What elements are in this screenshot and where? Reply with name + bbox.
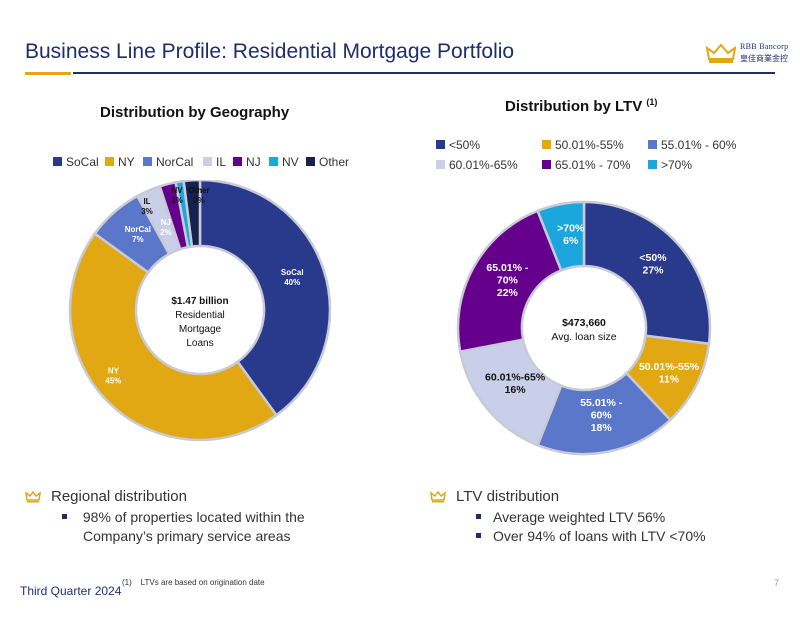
bullet-text: Average weighted LTV 56% bbox=[493, 509, 666, 525]
donut-slice-other bbox=[182, 180, 202, 248]
square-bullet-icon bbox=[476, 514, 481, 519]
ltv-legend-item: 55.01% - 60% bbox=[648, 138, 736, 152]
legend-swatch bbox=[203, 157, 212, 166]
footnote-text: LTVs are based on origination date bbox=[140, 578, 265, 587]
bullet-text: 98% of properties located within the bbox=[82, 509, 305, 525]
legend-swatch bbox=[648, 140, 657, 149]
data-label-55-01-60-: 55.01% -60% 18% bbox=[580, 397, 623, 434]
data-label-norcal: NorCal 7% bbox=[125, 225, 151, 244]
geo-donut-chart: SoCal 40% NY 45% NorCal 7% IL 3% NJ 2% NV 1% Other 2%… bbox=[68, 180, 332, 442]
geo-legend-item: NJ bbox=[233, 155, 261, 169]
data-label-50-01-55-: 50.01%-55% 11% bbox=[639, 361, 700, 386]
data-label--50-: <50% 27% bbox=[639, 252, 667, 277]
legend-label: >70% bbox=[661, 158, 693, 172]
geo-center-label: $1.47 billion Residential Mortgage Loans bbox=[171, 296, 228, 349]
legend-label: Other bbox=[319, 155, 350, 169]
legend-label: NY bbox=[118, 155, 135, 169]
data-label-60-01-65-: 60.01%-65% 16% bbox=[485, 371, 546, 396]
geo-legend-item: NV bbox=[269, 155, 299, 169]
geo-legend-item: SoCal bbox=[53, 155, 99, 169]
data-label-il: IL 3% bbox=[141, 197, 153, 216]
legend-swatch bbox=[105, 157, 114, 166]
ltv-donut-chart: <50% 27% 50.01%-55% 11% 55.01% -60% 18% 60.01%… bbox=[456, 200, 712, 456]
data-label-nv: NV 1% bbox=[171, 186, 183, 205]
ltv-bullet-item: Average weighted LTV 56% bbox=[476, 508, 665, 527]
data-label--70-: >70% 6% bbox=[557, 222, 585, 247]
legend-swatch bbox=[53, 157, 62, 166]
title-accent-rule bbox=[25, 72, 71, 75]
donut-slice-ny bbox=[68, 231, 279, 442]
donut-slice-65-01-70- bbox=[456, 209, 563, 354]
data-label-other: Other 2% bbox=[188, 186, 209, 205]
data-label-65-01-70-: 65.01% -70% 22% bbox=[486, 262, 529, 299]
geo-legend-item: Other bbox=[306, 155, 349, 169]
donut-slice-socal bbox=[198, 180, 332, 417]
ltv-legend-item: >70% bbox=[648, 158, 692, 172]
legend-label: 55.01% - 60% bbox=[661, 138, 737, 152]
legend-label: NorCal bbox=[156, 155, 194, 169]
bullet-heading-text: Regional distribution bbox=[51, 488, 187, 505]
donut-slice-55-01-60- bbox=[535, 371, 673, 456]
company-logo: RBB Bancorp 皇佳商業金控 bbox=[706, 40, 790, 68]
donut-slice--50- bbox=[582, 200, 712, 346]
crown-bullet-icon bbox=[430, 491, 446, 503]
footnote-number: (1) bbox=[122, 578, 132, 587]
crown-bullet-icon bbox=[25, 491, 41, 503]
geo-chart-title: Distribution by Geography bbox=[100, 104, 290, 121]
square-bullet-icon bbox=[62, 514, 67, 519]
ltv-legend-item: 60.01%-65% bbox=[436, 158, 518, 172]
legend-swatch bbox=[648, 160, 657, 169]
ltv-legend-item: 65.01% - 70% bbox=[542, 158, 630, 172]
legend-label: SoCal bbox=[66, 155, 99, 169]
legend-swatch bbox=[306, 157, 315, 166]
page-number: 7 bbox=[774, 578, 780, 588]
page-title: Business Line Profile: Residential Mortg… bbox=[25, 40, 515, 63]
ltv-center-label: $473,660 Avg. loan size bbox=[551, 317, 616, 343]
title-rule bbox=[73, 72, 775, 74]
legend-swatch bbox=[542, 160, 551, 169]
legend-label: NJ bbox=[246, 155, 261, 169]
legend-swatch bbox=[436, 160, 445, 169]
legend-label: NV bbox=[282, 155, 299, 169]
crown-icon bbox=[706, 43, 736, 63]
ltv-title-footnote-mark: (1) bbox=[646, 97, 658, 107]
footnote: (1) LTVs are based on origination date bbox=[122, 578, 265, 587]
ltv-title-text: Distribution by LTV bbox=[505, 98, 643, 115]
ltv-legend-item: <50% bbox=[436, 138, 480, 152]
legend-label: IL bbox=[216, 155, 227, 169]
geo-legend-item: NorCal bbox=[143, 155, 193, 169]
logo-text-en: RBB Bancorp bbox=[740, 42, 789, 51]
legend-label: 60.01%-65% bbox=[449, 158, 518, 172]
ltv-distribution-heading: LTV distribution bbox=[430, 488, 559, 505]
ltv-bullet-item: Over 94% of loans with LTV <70% bbox=[476, 527, 706, 546]
data-label-nj: NJ 2% bbox=[160, 218, 172, 237]
legend-swatch bbox=[269, 157, 278, 166]
donut-slice--70- bbox=[535, 200, 586, 272]
regional-bullet-item: 98% of properties located within the Comp… bbox=[62, 508, 305, 546]
square-bullet-icon bbox=[476, 533, 481, 538]
footer-quarter: Third Quarter 2024 bbox=[20, 584, 122, 598]
geo-legend-item: NY bbox=[105, 155, 135, 169]
legend-swatch bbox=[542, 140, 551, 149]
legend-label: 65.01% - 70% bbox=[555, 158, 631, 172]
legend-swatch bbox=[436, 140, 445, 149]
legend-swatch bbox=[143, 157, 152, 166]
legend-swatch bbox=[233, 157, 242, 166]
bullet-heading-text: LTV distribution bbox=[456, 488, 560, 505]
bullet-text: Over 94% of loans with LTV <70% bbox=[493, 528, 706, 544]
bullet-text: Company’s primary service areas bbox=[83, 528, 291, 544]
ltv-chart-title: Distribution by LTV (1) bbox=[505, 97, 657, 115]
geo-legend-item: IL bbox=[203, 155, 226, 169]
ltv-legend-item: 50.01%-55% bbox=[542, 138, 624, 152]
data-label-ny: NY 45% bbox=[105, 367, 121, 386]
data-label-socal: SoCal 40% bbox=[281, 268, 304, 287]
legend-label: <50% bbox=[449, 138, 481, 152]
regional-distribution-heading: Regional distribution bbox=[25, 488, 187, 505]
logo-text-zh: 皇佳商業金控 bbox=[740, 54, 788, 63]
legend-label: 50.01%-55% bbox=[555, 138, 624, 152]
